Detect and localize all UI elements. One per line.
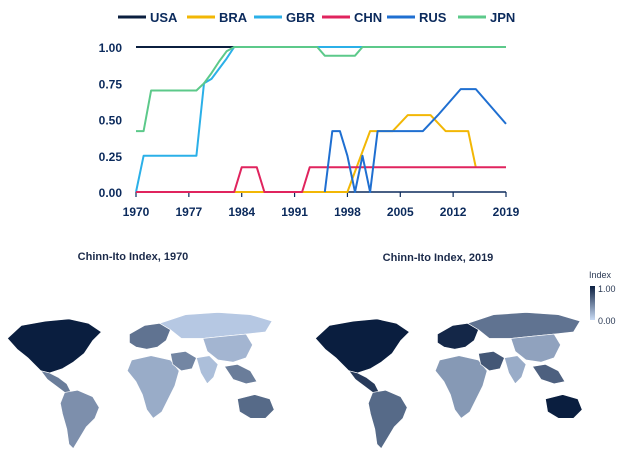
map-region-middle-east xyxy=(478,351,505,372)
map-region-east-asia xyxy=(202,333,253,363)
x-tick-label-1998: 1998 xyxy=(334,205,361,219)
legend-label-usa: USA xyxy=(150,10,178,25)
y-tick-label-0.50: 0.50 xyxy=(99,114,123,128)
map-region-africa xyxy=(434,355,488,419)
map-region-africa xyxy=(126,355,180,419)
y-tick-label-1.00: 1.00 xyxy=(99,41,123,55)
map-1970-title: Chinn-Ito Index, 1970 xyxy=(78,251,189,263)
map-region-australia xyxy=(237,394,275,419)
legend-label-gbr: GBR xyxy=(286,10,316,25)
x-tick-label-1970: 1970 xyxy=(123,205,150,219)
map-2019-title: Chinn-Ito Index, 2019 xyxy=(383,252,494,264)
map-regions xyxy=(314,312,583,450)
y-tick-label-0.25: 0.25 xyxy=(99,150,123,164)
map-region-southeast-asia xyxy=(223,363,258,385)
legend-label-chn: CHN xyxy=(354,10,382,25)
map-region-south-asia xyxy=(195,355,219,385)
map-region-europe xyxy=(437,322,479,350)
series-line-chn xyxy=(136,166,506,193)
line-chart-series xyxy=(135,46,507,193)
x-tick-label-1977: 1977 xyxy=(176,205,203,219)
map-region-central-america xyxy=(40,370,72,393)
legend-label-bra: BRA xyxy=(219,10,248,25)
map-region-middle-east xyxy=(170,351,197,372)
x-tick-label-1991: 1991 xyxy=(281,205,308,219)
legend-label-jpn: JPN xyxy=(490,10,515,25)
x-tick-label-1984: 1984 xyxy=(228,205,255,219)
map-region-australia xyxy=(545,394,583,419)
colorbar-gradient xyxy=(590,286,595,320)
y-tick-label-0.00: 0.00 xyxy=(99,186,123,200)
index-colorbar: Index 1.00 0.00 xyxy=(589,270,616,326)
map-region-south-asia xyxy=(503,355,527,385)
map-region-east-asia xyxy=(510,333,561,363)
map-region-south-america xyxy=(367,389,408,450)
legend-label-rus: RUS xyxy=(419,10,447,25)
map-region-central-america xyxy=(348,370,380,393)
map-region-south-america xyxy=(59,389,100,450)
map-region-russia xyxy=(466,312,581,339)
line-chart-legend: USA BRA GBR CHN RUS JPN xyxy=(118,10,515,25)
map-1970 xyxy=(6,312,275,450)
map-region-russia xyxy=(158,312,273,339)
series-line-gbr xyxy=(135,46,506,193)
map-region-europe xyxy=(129,322,171,350)
y-tick-label-0.75: 0.75 xyxy=(99,77,123,91)
colorbar-min-label: 0.00 xyxy=(598,316,616,326)
x-tick-label-2019: 2019 xyxy=(493,205,520,219)
x-tick-label-2005: 2005 xyxy=(387,205,414,219)
map-region-southeast-asia xyxy=(531,363,566,385)
map-region-north-america xyxy=(314,318,410,374)
series-line-bra xyxy=(136,114,477,193)
colorbar-max-label: 1.00 xyxy=(598,284,616,294)
map-region-north-america xyxy=(6,318,102,374)
x-tick-label-2012: 2012 xyxy=(440,205,467,219)
line-chart-axes: 1970 1977 1984 1991 1998 2005 2012 2019 0.00 0.25… xyxy=(99,41,520,219)
series-line-rus xyxy=(323,88,507,193)
colorbar-title: Index xyxy=(589,270,612,280)
map-2019 xyxy=(314,312,583,450)
series-line-jpn xyxy=(136,46,506,133)
map-regions xyxy=(6,312,275,450)
